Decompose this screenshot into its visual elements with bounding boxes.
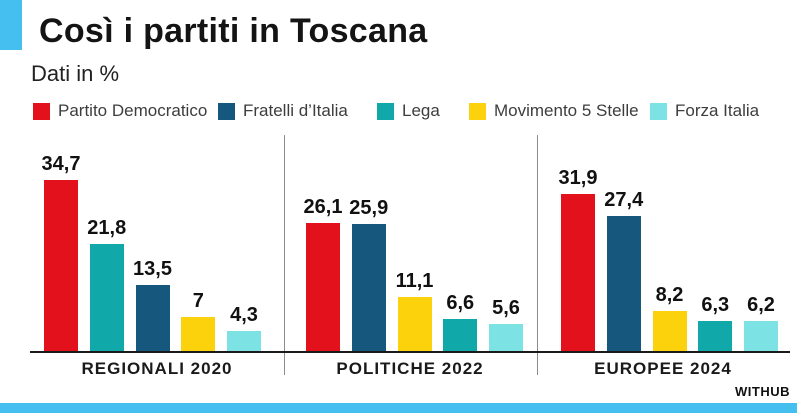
page-subtitle: Dati in %	[31, 61, 120, 86]
group-label-politiche-2022: POLITICHE 2022	[336, 359, 484, 378]
bar-value-label: 6,2	[747, 294, 775, 316]
group-divider-2	[537, 135, 538, 375]
bar	[606, 216, 641, 352]
x-axis-baseline	[30, 351, 790, 353]
bar-value-label: 8,2	[655, 284, 684, 306]
bar	[351, 224, 386, 352]
group-label-regionali-2020: REGIONALI 2020	[81, 359, 233, 378]
legend-item-partito-democratico: Partito Democratico	[33, 101, 207, 121]
bar-value-label: 26,1	[303, 196, 343, 218]
legend-label: Partito Democratico	[58, 101, 208, 120]
bar-value-label: 13,5	[133, 258, 172, 280]
bar-value-label: 4,3	[230, 304, 258, 326]
bar-value-label: 6,3	[701, 294, 730, 316]
bar	[135, 285, 170, 352]
group-label-europee-2024: EUROPEE 2024	[594, 359, 732, 378]
legend-item-movimento-5-stelle: Movimento 5 Stelle	[469, 101, 639, 121]
bar-value-label: 25,9	[349, 197, 389, 219]
legend-item-forza-italia: Forza Italia	[650, 101, 759, 121]
bar	[44, 180, 78, 352]
bar	[744, 321, 778, 352]
bar-value-label: 27,4	[604, 189, 644, 211]
legend-label: Movimento 5 Stelle	[494, 101, 639, 120]
bar	[227, 331, 261, 352]
corner-accent-bar	[0, 0, 22, 50]
bar-value-label: 6,6	[446, 292, 475, 314]
bar	[698, 321, 733, 352]
bar	[443, 319, 478, 352]
legend-swatch-fratelli-ditalia	[218, 102, 235, 120]
bar	[306, 223, 340, 352]
bar-value-label: 21,8	[87, 217, 127, 239]
legend-swatch-movimento-5-stelle	[469, 102, 486, 120]
bar	[181, 317, 216, 352]
legend-item-lega: Lega	[377, 101, 440, 121]
bar-value-label: 5,6	[492, 297, 520, 319]
bar	[652, 311, 687, 352]
bar-value-label: 31,9	[558, 167, 598, 189]
bar	[397, 297, 432, 352]
legend-label: Fratelli d’Italia	[243, 101, 348, 120]
bottom-accent-bar	[0, 403, 797, 413]
bar-value-label: 11,1	[395, 270, 434, 292]
page-title: Così i partiti in Toscana	[39, 12, 428, 50]
legend-swatch-partito-democratico	[33, 102, 50, 120]
bar	[489, 324, 523, 352]
legend-label: Lega	[402, 101, 440, 120]
bar-value-label: 7	[192, 290, 204, 312]
legend-swatch-forza-italia	[650, 102, 667, 120]
withub-credit: WITHUB	[735, 384, 790, 399]
legend-label: Forza Italia	[675, 101, 760, 120]
bar-value-label: 34,7	[41, 153, 81, 175]
bar	[89, 244, 124, 352]
bar	[561, 194, 595, 352]
legend-swatch-lega	[377, 102, 394, 120]
group-divider-1	[284, 135, 285, 375]
legend-item-fratelli-ditalia: Fratelli d’Italia	[218, 101, 348, 121]
